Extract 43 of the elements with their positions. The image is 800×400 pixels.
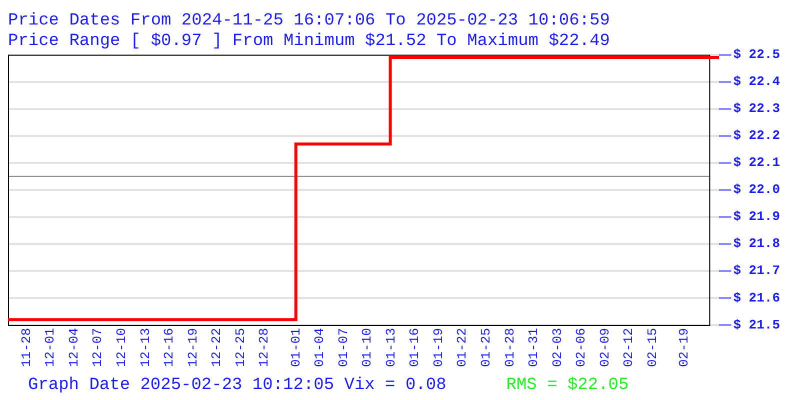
y-tick-label: $ 21.8 [733,236,780,252]
x-tick-label: 12-07 [90,328,106,368]
x-tick-label: 12-16 [162,328,177,368]
x-tick-label: 01-13 [383,328,398,368]
y-tick-label: $ 21.5 [733,317,780,332]
x-tick-label: 11-28 [18,328,34,368]
x-tick-label: 12-13 [138,328,153,368]
chart-title: Price Dates From 2024-11-25 16:07:06 To 2025-02-23 10:06:59 [8,12,610,31]
x-tick-label: 01-01 [288,328,304,368]
x-tick-label: 02-06 [574,328,589,368]
x-tick-label: 01-16 [407,328,422,368]
x-tick-label: 02-03 [550,328,565,368]
y-tick-label: $ 21.6 [733,290,780,306]
x-tick-label: 02-09 [597,328,612,368]
x-tick-label: 01-22 [454,328,470,368]
text: Graph Date 2025-02-23 10:12:05 Vix = 0.08 [28,376,446,395]
y-tick-label: $ 21.9 [733,209,780,224]
y-tick-label: $ 22.4 [733,74,780,90]
x-tick-label: 02-19 [676,328,692,368]
x-tick-label: 01-28 [502,328,518,368]
x-tick-label: 01-31 [526,328,542,368]
text: RMS = $22.05 [506,376,629,395]
x-tick-label: 12-04 [66,328,82,368]
y-tick-label: $ 22.2 [733,128,780,144]
x-tick-label: 02-15 [644,328,660,368]
y-tick-label: $ 22.5 [733,47,780,62]
y-tick-label: $ 22.1 [733,155,780,170]
x-tick-label: 01-25 [478,328,494,368]
x-tick-label: 12-10 [114,328,129,368]
y-tick-label: $ 22.0 [733,182,780,198]
chart-subtitle: Price Range [ $0.97 ] From Minimum $21.52 To Maximum $22.49 [8,32,610,52]
x-tick-label: 12-19 [185,328,200,368]
x-tick-label: 01-04 [312,328,328,368]
x-tick-label: 12-28 [256,328,272,368]
x-tick-label: 01-19 [430,328,446,368]
x-tick-label: 01-07 [336,328,351,368]
y-tick-label: $ 21.7 [733,263,780,278]
x-tick-label: 12-01 [42,328,58,368]
y-tick-label: $ 22.3 [733,101,780,116]
x-tick-label: 02-12 [621,328,636,368]
x-tick-label: 01-10 [360,328,375,368]
x-tick-label: 12-25 [232,328,248,368]
x-tick-label: 12-22 [209,328,224,368]
